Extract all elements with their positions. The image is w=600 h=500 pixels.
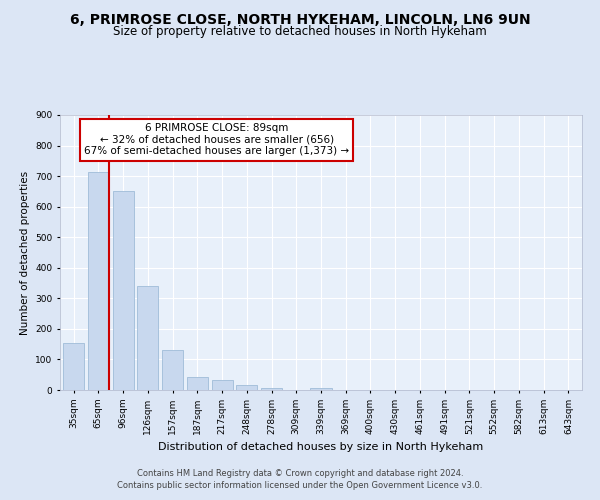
Text: 6, PRIMROSE CLOSE, NORTH HYKEHAM, LINCOLN, LN6 9UN: 6, PRIMROSE CLOSE, NORTH HYKEHAM, LINCOL…	[70, 12, 530, 26]
Bar	[88, 172, 109, 390]
X-axis label: Distribution of detached houses by size in North Hykeham: Distribution of detached houses by size …	[158, 442, 484, 452]
Y-axis label: Number of detached properties: Number of detached properties	[20, 170, 29, 334]
Bar	[212, 380, 233, 390]
Bar	[261, 388, 282, 390]
Text: Size of property relative to detached houses in North Hykeham: Size of property relative to detached ho…	[113, 25, 487, 38]
Text: Contains HM Land Registry data © Crown copyright and database right 2024.: Contains HM Land Registry data © Crown c…	[137, 468, 463, 477]
Text: Contains public sector information licensed under the Open Government Licence v3: Contains public sector information licen…	[118, 481, 482, 490]
Text: 6 PRIMROSE CLOSE: 89sqm
← 32% of detached houses are smaller (656)
67% of semi-d: 6 PRIMROSE CLOSE: 89sqm ← 32% of detache…	[84, 123, 349, 156]
Bar	[310, 388, 332, 390]
Bar	[113, 192, 134, 390]
Bar	[162, 350, 183, 390]
Bar	[63, 342, 84, 390]
Bar	[236, 384, 257, 390]
Bar	[137, 286, 158, 390]
Bar	[187, 377, 208, 390]
